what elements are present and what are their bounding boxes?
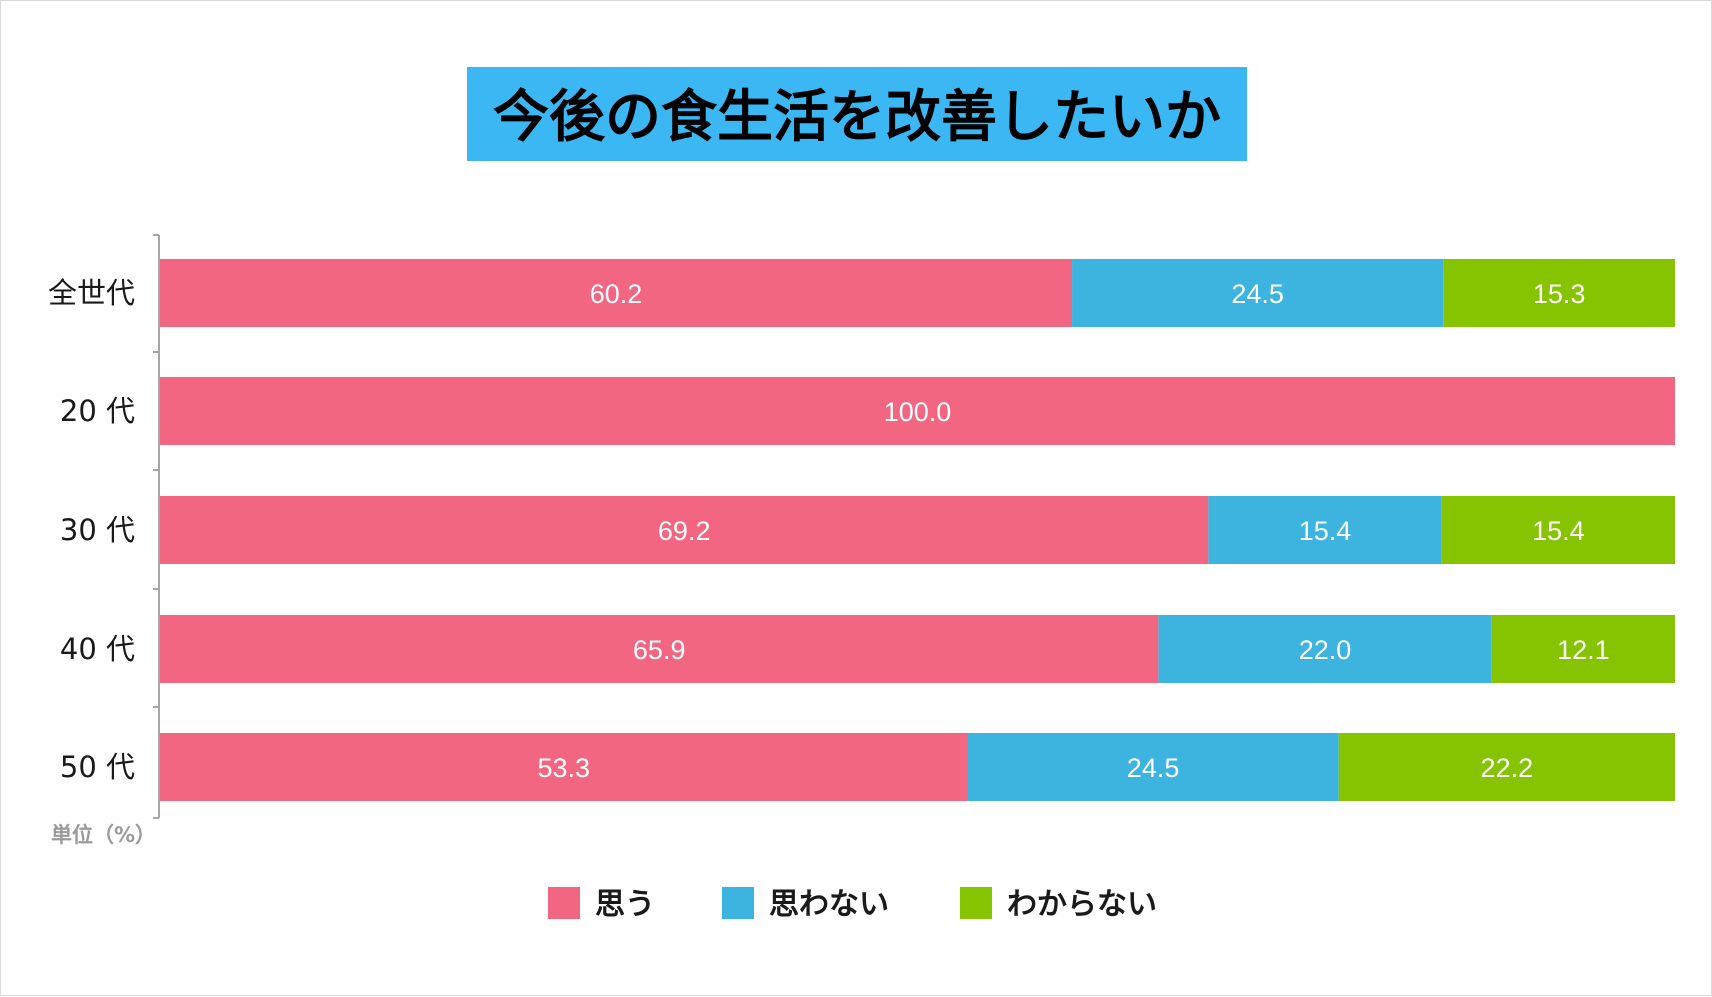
data-label: 15.4 [1532, 516, 1585, 546]
data-label: 22.0 [1299, 635, 1352, 665]
bar-segment [160, 615, 1159, 683]
bar-segment [1338, 733, 1675, 801]
legend-swatch [722, 887, 754, 919]
data-label: 15.4 [1299, 516, 1352, 546]
bar-segment [1208, 496, 1442, 564]
bar-segment [967, 733, 1339, 801]
bars-group: 60.2 24.5 15.3 100.0 69.2 15.4 15.4 65.9 22.0 12.… [160, 259, 1675, 801]
category-labels: 全世代 20 代 30 代 40 代 50 代 [48, 276, 135, 784]
legend-swatch [960, 887, 992, 919]
data-label: 65.9 [633, 635, 686, 665]
unit-note: 単位（%） [51, 823, 156, 847]
data-label: 69.2 [658, 516, 711, 546]
legend-label: 思わない [769, 887, 889, 922]
category-label: 50 代 [60, 750, 135, 784]
bar-segment [160, 259, 1073, 327]
category-label: 30 代 [60, 513, 135, 547]
bar-segment [1443, 259, 1675, 327]
bar-segment [160, 733, 968, 801]
data-label: 24.5 [1231, 279, 1284, 309]
legend: 思う 思わない わからない [548, 887, 1157, 922]
data-label: 12.1 [1557, 635, 1610, 665]
y-axis-ticks [153, 234, 159, 819]
data-label: 22.2 [1481, 753, 1534, 783]
data-label: 60.2 [590, 279, 643, 309]
legend-swatch [548, 887, 580, 919]
data-label: 24.5 [1127, 753, 1180, 783]
data-label: 15.3 [1533, 279, 1586, 309]
bar-segment [1158, 615, 1492, 683]
bar-segment [1441, 496, 1675, 564]
bar-segment [160, 496, 1209, 564]
bar-segment [1491, 615, 1675, 683]
legend-label: 思う [595, 887, 655, 922]
category-label: 20 代 [60, 394, 135, 428]
data-label: 100.0 [884, 397, 952, 427]
bar-segment [1072, 259, 1444, 327]
bar-segment [160, 377, 1675, 445]
title-background [467, 67, 1247, 161]
category-label: 全世代 [48, 276, 135, 310]
data-label: 53.3 [537, 753, 590, 783]
legend-label: わからない [1007, 887, 1157, 922]
chart-title: 今後の食生活を改善したいか [493, 85, 1221, 150]
category-label: 40 代 [60, 632, 135, 666]
